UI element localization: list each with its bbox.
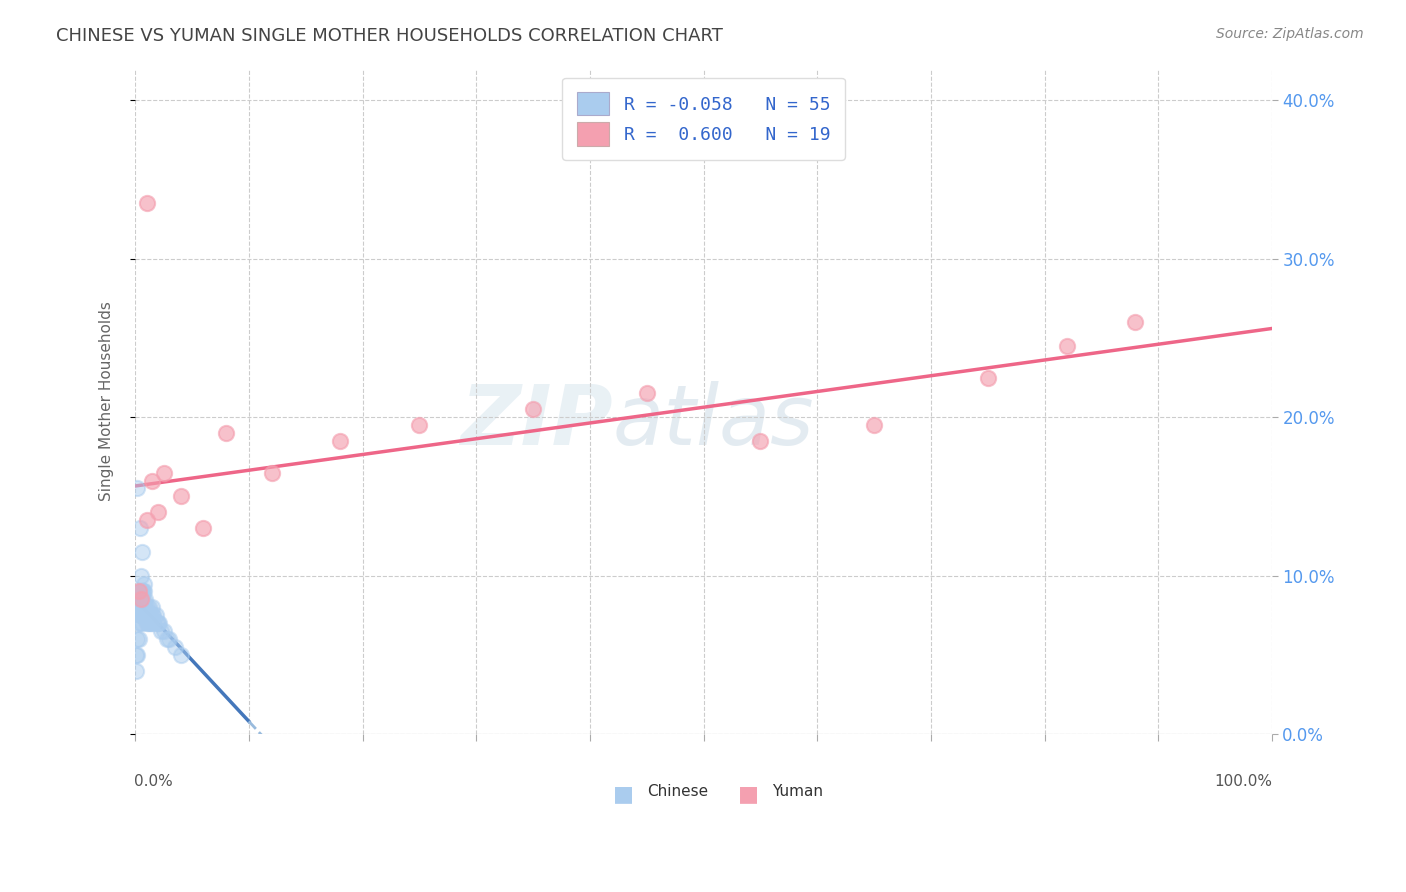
Point	[131, 600, 153, 615]
Point	[131, 584, 153, 599]
Point	[141, 608, 163, 623]
Point	[150, 624, 173, 639]
Point	[132, 600, 155, 615]
Point	[152, 624, 174, 639]
Point	[138, 608, 160, 623]
Point	[125, 648, 148, 662]
Point	[128, 521, 150, 535]
Point	[163, 640, 186, 654]
Point	[260, 466, 283, 480]
Point	[408, 418, 430, 433]
Point	[128, 600, 150, 615]
Point	[169, 648, 191, 662]
Point	[141, 474, 163, 488]
Text: ZIP: ZIP	[460, 381, 613, 462]
Y-axis label: Single Mother Households: Single Mother Households	[100, 301, 114, 501]
Point	[129, 592, 152, 607]
Point	[138, 600, 160, 615]
Point	[132, 584, 155, 599]
Point	[636, 386, 658, 401]
Text: atlas: atlas	[613, 381, 814, 462]
Point	[145, 608, 167, 623]
Point	[127, 482, 149, 496]
Point	[146, 616, 169, 631]
Point	[129, 584, 152, 599]
Point	[129, 608, 152, 623]
Point	[146, 616, 169, 631]
Point	[522, 402, 544, 417]
Point	[131, 616, 153, 631]
Point	[139, 616, 162, 631]
Text: Source: ZipAtlas.com: Source: ZipAtlas.com	[1216, 27, 1364, 41]
Point	[142, 616, 165, 631]
Point	[141, 600, 163, 615]
Point	[132, 608, 155, 623]
Point	[128, 608, 150, 623]
Point	[156, 632, 179, 646]
Point	[135, 513, 157, 527]
Point	[1056, 339, 1078, 353]
Text: CHINESE VS YUMAN SINGLE MOTHER HOUSEHOLDS CORRELATION CHART: CHINESE VS YUMAN SINGLE MOTHER HOUSEHOLD…	[56, 27, 723, 45]
Legend: R = -0.058   N = 55, R =  0.600   N = 19: R = -0.058 N = 55, R = 0.600 N = 19	[562, 78, 845, 160]
Point	[169, 490, 191, 504]
Point	[134, 584, 156, 599]
Point	[135, 616, 157, 631]
Text: Chinese: Chinese	[647, 784, 707, 799]
Point	[134, 600, 156, 615]
Point	[329, 434, 352, 448]
Point	[139, 608, 162, 623]
Point	[152, 466, 174, 480]
Point	[157, 632, 180, 646]
Text: Yuman: Yuman	[772, 784, 823, 799]
Point	[134, 576, 156, 591]
Point	[146, 505, 169, 519]
Point	[128, 584, 150, 599]
Point	[128, 632, 150, 646]
Point	[135, 608, 157, 623]
Point	[127, 632, 149, 646]
Text: ■: ■	[738, 784, 759, 804]
Point	[128, 616, 150, 631]
Point	[128, 600, 150, 615]
Point	[142, 608, 165, 623]
Point	[148, 616, 170, 631]
Point	[131, 608, 153, 623]
Point	[129, 568, 152, 582]
Text: 100.0%: 100.0%	[1213, 774, 1272, 789]
Point	[976, 370, 998, 384]
Point	[127, 648, 149, 662]
Point	[135, 600, 157, 615]
Point	[131, 592, 153, 607]
Text: 0.0%: 0.0%	[134, 774, 173, 789]
Point	[215, 425, 238, 440]
Point	[136, 608, 159, 623]
Point	[128, 616, 150, 631]
Point	[136, 616, 159, 631]
Point	[863, 418, 886, 433]
Point	[132, 592, 155, 607]
Text: ■: ■	[613, 784, 634, 804]
Point	[125, 664, 148, 678]
Point	[135, 196, 157, 211]
Point	[129, 600, 152, 615]
Point	[134, 592, 156, 607]
Point	[749, 434, 772, 448]
Point	[139, 616, 162, 631]
Point	[131, 545, 153, 559]
Point	[128, 584, 150, 599]
Point	[1125, 315, 1147, 329]
Point	[193, 521, 215, 535]
Point	[134, 600, 156, 615]
Point	[134, 608, 156, 623]
Point	[129, 592, 152, 607]
